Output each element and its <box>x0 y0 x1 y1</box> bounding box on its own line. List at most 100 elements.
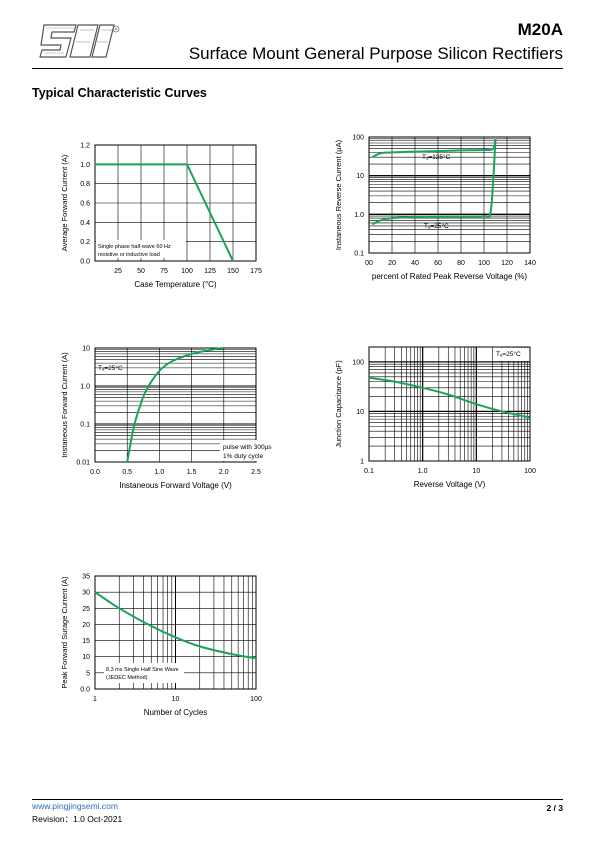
part-number: M20A <box>517 20 563 39</box>
x-tick-label: 20 <box>388 260 396 267</box>
section-title: Typical Characteristic Curves <box>32 86 207 100</box>
y-tick-label: 30 <box>82 590 90 597</box>
y-tick-label: 20 <box>82 622 90 629</box>
y-tick-label: 0.0 <box>80 687 90 694</box>
x-tick-label: 1.0 <box>418 468 428 475</box>
x-axis-label: Number of Cycles <box>144 708 208 717</box>
x-tick-label: 100 <box>524 468 536 475</box>
company-logo: R <box>39 24 120 58</box>
annotation-box <box>104 663 184 683</box>
x-tick-label: 50 <box>137 268 145 275</box>
chart-annotation: Tₐ=25°C <box>98 364 123 372</box>
x-tick-label: 140 <box>524 260 536 267</box>
y-axis-label: Instaneous Forward Current (A) <box>60 352 69 458</box>
chart-annotation: 8.3 ms Single Half Sine Wave <box>106 667 179 673</box>
y-tick-label: 1.0 <box>80 384 90 391</box>
x-tick-label: 100 <box>181 268 193 275</box>
annotation-box <box>493 348 529 361</box>
x-tick-label: 1.0 <box>155 469 165 476</box>
y-tick-label: 0.4 <box>80 220 90 227</box>
plot-frame <box>94 144 257 262</box>
footer-rule <box>32 799 563 800</box>
y-tick-label: 0.1 <box>354 251 364 258</box>
document-subtitle: Surface Mount General Purpose Silicon Re… <box>188 44 563 63</box>
x-tick-label: 100 <box>478 260 490 267</box>
y-tick-label: 0.01 <box>76 460 90 467</box>
x-tick-label: 1 <box>93 696 97 703</box>
y-axis-label: Peak Forward Surage Current (A) <box>60 576 69 689</box>
y-tick-label: 10 <box>82 346 90 353</box>
y-tick-label: 100 <box>352 135 364 142</box>
series-line-2 <box>371 138 497 226</box>
y-tick-label: 100 <box>352 359 364 366</box>
x-tick-label: 00 <box>365 260 373 267</box>
x-axis-label: Instaneous Forward Voltage (V) <box>119 481 232 490</box>
series-label: Tₐ=25°C <box>424 222 449 230</box>
x-tick-label: 2.0 <box>219 469 229 476</box>
x-tick-label: 60 <box>434 260 442 267</box>
x-axis-label: Reverse Voltage (V) <box>414 480 486 489</box>
y-tick-label: 5 <box>86 670 90 677</box>
x-tick-label: 150 <box>227 268 239 275</box>
x-tick-label: 1.5 <box>187 469 197 476</box>
plot-frame <box>94 347 257 463</box>
x-tick-label: 2.5 <box>251 469 261 476</box>
x-tick-label: 0.5 <box>122 469 132 476</box>
y-tick-label: 35 <box>82 574 90 581</box>
y-axis-label: Average Forward Current (A) <box>60 154 69 251</box>
y-tick-label: 0.1 <box>80 422 90 429</box>
series-line-1 <box>95 163 234 262</box>
plot-frame <box>94 575 257 690</box>
x-tick-label: 175 <box>250 268 262 275</box>
series-line-1 <box>371 138 497 159</box>
x-tick-label: 0.1 <box>364 468 374 475</box>
series-line-1 <box>126 347 224 463</box>
annotation-box <box>96 240 186 258</box>
page-number: 2 / 3 <box>546 803 563 813</box>
x-tick-label: 75 <box>160 268 168 275</box>
x-tick-label: 10 <box>172 696 180 703</box>
y-axis-label: Instaneous Reverse Current (μA) <box>334 139 343 250</box>
x-tick-label: 100 <box>250 696 262 703</box>
chart-annotation: Tₐ=25°C <box>496 350 521 358</box>
x-tick-label: 10 <box>472 468 480 475</box>
y-tick-label: 10 <box>356 173 364 180</box>
y-tick-label: 10 <box>82 654 90 661</box>
y-axis-label: Junction Capacitance (pF) <box>334 360 343 448</box>
svg-text:R: R <box>115 27 118 32</box>
y-tick-label: 15 <box>82 638 90 645</box>
x-tick-label: 25 <box>114 268 122 275</box>
series-line-1 <box>368 376 531 419</box>
chart-annotation: resistive or inductive load <box>98 252 160 258</box>
x-axis-label: percent of Rated Peak Reverse Voltage (%… <box>372 272 528 281</box>
plot-frame <box>368 346 531 462</box>
y-tick-label: 1.0 <box>80 162 90 169</box>
y-tick-label: 25 <box>82 606 90 613</box>
y-tick-label: 1 <box>360 459 364 466</box>
chart-annotation: (JEDEC Method) <box>106 675 148 681</box>
x-axis-label: Case Temperature (°C) <box>134 280 217 289</box>
x-tick-label: 125 <box>204 268 216 275</box>
y-tick-label: 1.2 <box>80 143 90 150</box>
y-tick-label: 0.2 <box>80 239 90 246</box>
series-label: Tₐ=125°C <box>422 153 451 161</box>
series-line-1 <box>94 591 257 660</box>
chart-annotation: 1% duty cycle <box>223 453 263 460</box>
website-link[interactable]: www.pingjingsemi.com <box>32 801 118 811</box>
y-tick-label: 10 <box>356 409 364 416</box>
revision-text: Revision：1.0 Oct-2021 <box>32 814 123 824</box>
annotation-box <box>220 440 257 461</box>
x-tick-label: 0.0 <box>90 469 100 476</box>
x-tick-label: 80 <box>457 260 465 267</box>
header-rule <box>32 68 563 69</box>
x-tick-label: 40 <box>411 260 419 267</box>
y-tick-label: 0.0 <box>80 259 90 266</box>
chart-annotation: Single phase half-wave 60 Hz <box>98 244 171 250</box>
y-tick-label: 0.8 <box>80 181 90 188</box>
chart-annotation: pulse with 300μs <box>223 444 272 451</box>
